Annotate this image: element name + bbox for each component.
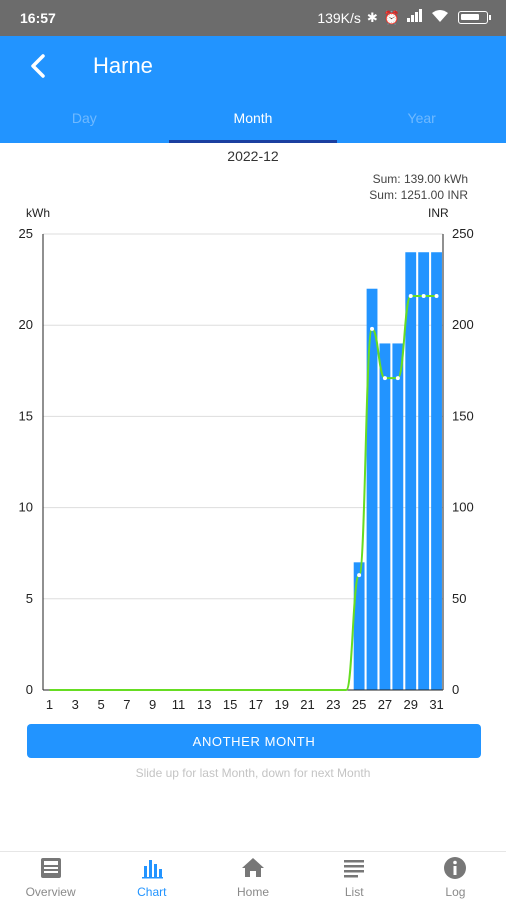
x-tick-label: 1	[46, 697, 53, 712]
nav-list-label: List	[344, 885, 364, 899]
bar	[405, 252, 417, 691]
bar	[353, 562, 365, 690]
bluetooth-icon: ✱	[366, 9, 378, 25]
nav-log[interactable]: Log	[405, 852, 506, 900]
bar	[366, 288, 378, 690]
x-tick-label: 27	[378, 697, 392, 712]
x-tick-label: 29	[404, 697, 418, 712]
x-tick-label: 13	[197, 697, 211, 712]
line-point	[421, 294, 426, 299]
y-axis-label-right: INR	[428, 206, 449, 220]
y-axis-label-left: kWh	[26, 206, 50, 220]
y-tick-label-left: 25	[19, 226, 33, 241]
nav-home-label: Home	[237, 885, 270, 899]
y-tick-label-left: 5	[26, 591, 33, 606]
x-tick-label: 15	[223, 697, 237, 712]
series-line	[49, 295, 437, 691]
line-point	[382, 376, 387, 381]
energy-sum: Sum: 139.00 kWh	[372, 172, 468, 186]
line-point	[370, 326, 375, 331]
nav-list[interactable]: List	[304, 852, 405, 900]
line-point	[357, 573, 362, 578]
x-tick-label: 23	[326, 697, 340, 712]
x-tick-label: 31	[429, 697, 443, 712]
swipe-hint: Slide up for last Month, down for next M…	[135, 766, 371, 780]
x-tick-label: 19	[274, 697, 288, 712]
x-tick-label: 3	[72, 697, 79, 712]
line-point	[434, 294, 439, 299]
bar	[431, 252, 442, 691]
period-label: 2022-12	[227, 148, 279, 164]
x-tick-label: 17	[249, 697, 263, 712]
another-month-button[interactable]: ANOTHER MONTH	[27, 724, 481, 758]
tab-day[interactable]: Day	[71, 110, 97, 126]
list-icon	[344, 860, 365, 878]
x-tick-label: 21	[300, 697, 314, 712]
line-point	[408, 294, 413, 299]
bottom-nav: Overview Chart Home List Log	[0, 851, 506, 900]
x-tick-label: 7	[123, 697, 130, 712]
newspaper-icon	[40, 858, 61, 878]
money-sum: Sum: 1251.00 INR	[369, 188, 468, 202]
period-tabs: Day Month Year	[0, 96, 506, 143]
y-tick-label-right: 50	[452, 591, 466, 606]
home-icon	[242, 858, 264, 877]
bar	[379, 343, 391, 690]
network-speed: 139K/s	[317, 9, 361, 26]
status-icons: 139K/s ✱ ⏰	[317, 9, 491, 26]
y-tick-label-right: 150	[452, 408, 474, 423]
y-tick-label-right: 250	[452, 226, 474, 241]
tab-year[interactable]: Year	[407, 110, 436, 126]
alarm-icon: ⏰	[383, 9, 400, 25]
chevron-left-icon	[31, 54, 45, 78]
y-tick-label-left: 0	[26, 682, 33, 697]
back-button[interactable]	[22, 50, 54, 82]
status-time: 16:57	[20, 10, 56, 26]
nav-overview[interactable]: Overview	[0, 852, 101, 900]
info-icon	[444, 857, 467, 879]
x-tick-label: 11	[172, 697, 186, 712]
x-tick-label: 5	[97, 697, 104, 712]
y-tick-label-left: 10	[19, 500, 33, 515]
y-tick-label-right: 100	[452, 500, 474, 515]
bar-chart-icon	[141, 860, 163, 879]
nav-overview-label: Overview	[25, 885, 76, 899]
app-bar: Harne	[0, 36, 506, 96]
line-point	[395, 376, 400, 381]
status-bar: 16:57 139K/s ✱ ⏰	[0, 0, 506, 36]
nav-log-label: Log	[445, 885, 466, 899]
page-title: Harne	[93, 53, 153, 78]
wifi-icon	[430, 9, 450, 26]
bar	[392, 343, 404, 690]
tab-month[interactable]: Month	[168, 96, 338, 143]
y-tick-label-right: 200	[452, 317, 474, 332]
bar	[418, 252, 430, 691]
battery-icon	[458, 11, 491, 24]
x-tick-label: 25	[352, 697, 366, 712]
y-tick-label-right: 0	[452, 682, 459, 697]
nav-home[interactable]: Home	[202, 852, 303, 900]
nav-chart[interactable]: Chart	[101, 852, 202, 900]
y-tick-label-left: 15	[19, 408, 33, 423]
signal-icon	[406, 9, 424, 26]
nav-chart-label: Chart	[137, 885, 167, 899]
x-tick-label: 9	[149, 697, 156, 712]
y-tick-label-left: 20	[19, 317, 33, 332]
